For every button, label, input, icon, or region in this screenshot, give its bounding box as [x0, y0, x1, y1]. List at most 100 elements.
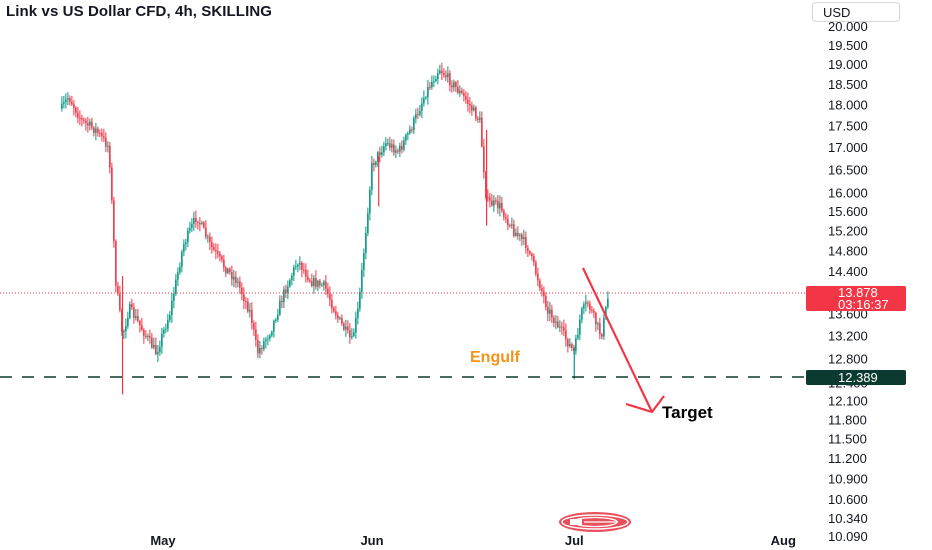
- candle-body: [141, 325, 143, 330]
- candle-body: [527, 248, 529, 252]
- candle-body: [329, 294, 331, 300]
- candle-body: [491, 200, 493, 206]
- candle-body: [377, 152, 379, 162]
- candle-body: [371, 162, 373, 190]
- candle-body: [95, 128, 97, 133]
- candle-body: [475, 107, 477, 119]
- candle-body: [469, 103, 471, 106]
- candle-body: [159, 346, 161, 352]
- candle-body: [323, 281, 325, 286]
- candle-body: [425, 97, 427, 99]
- candle-body: [177, 272, 179, 280]
- candle-body: [607, 299, 609, 308]
- candle-body: [311, 281, 313, 286]
- support-price-tag: 12.389: [806, 370, 906, 385]
- candle-body: [361, 269, 363, 292]
- candle-body: [203, 222, 205, 228]
- candle-body: [501, 202, 503, 211]
- current-price-value: 13.878: [838, 285, 878, 300]
- price-tick-label: 12.100: [828, 394, 868, 409]
- candle-body: [591, 309, 593, 311]
- target-arrow: [582, 267, 665, 414]
- candle-body: [385, 143, 387, 147]
- candle-body: [191, 223, 193, 228]
- candle-body: [383, 146, 385, 153]
- candle-body: [441, 70, 443, 74]
- candle-body: [63, 102, 65, 104]
- candle-body: [519, 234, 521, 236]
- candle-body: [487, 197, 489, 199]
- price-tick-label: 17.000: [828, 140, 868, 155]
- candle-body: [75, 107, 77, 113]
- candle-body: [595, 312, 597, 325]
- price-tick-label: 13.200: [828, 329, 868, 344]
- price-tick-label: 15.600: [828, 204, 868, 219]
- candle-body: [123, 331, 125, 333]
- candle-body: [433, 81, 435, 83]
- engulf-label: Engulf: [470, 349, 520, 366]
- candle-body: [557, 321, 559, 328]
- candle-body: [295, 266, 297, 268]
- candle-body: [505, 217, 507, 219]
- candle-body: [153, 344, 155, 348]
- candle-body: [103, 136, 105, 138]
- candle-body: [423, 98, 425, 104]
- candle-body: [531, 253, 533, 256]
- candle-body: [503, 210, 505, 218]
- candle-body: [201, 222, 203, 224]
- candle-body: [413, 118, 415, 131]
- candle-body: [455, 82, 457, 88]
- candle-body: [319, 280, 321, 286]
- candle-body: [389, 143, 391, 148]
- candle-body: [235, 276, 237, 283]
- candle-body: [65, 99, 67, 103]
- candle-body: [223, 259, 225, 268]
- candle-body: [193, 217, 195, 224]
- price-tick-label: 10.090: [828, 529, 868, 544]
- candle-body: [121, 309, 123, 332]
- candle-body: [333, 308, 335, 312]
- candle-body: [411, 129, 413, 131]
- candle-body: [559, 326, 561, 328]
- candle-body: [321, 285, 323, 287]
- candle-body: [225, 267, 227, 274]
- candle-body: [215, 249, 217, 252]
- candle-body: [89, 121, 91, 126]
- price-tick-label: 12.800: [828, 352, 868, 367]
- candle-body: [325, 281, 327, 289]
- candle-body: [237, 281, 239, 283]
- candle-body: [111, 167, 113, 201]
- candle-body: [231, 272, 233, 280]
- candle-body: [253, 323, 255, 330]
- candle-body: [99, 132, 101, 134]
- candle-body: [117, 285, 119, 294]
- candle-body: [507, 218, 509, 226]
- price-tick-label: 16.000: [828, 185, 868, 200]
- price-axis[interactable]: 20.000 19.500 19.000 18.500 18.000 17.500 17.0…: [828, 19, 868, 544]
- candle-body: [87, 122, 89, 126]
- price-tick-label: 14.400: [828, 264, 868, 279]
- candle-body: [283, 289, 285, 303]
- candle-body: [149, 335, 151, 338]
- candle-body: [85, 120, 87, 123]
- time-tick-label: May: [150, 533, 176, 548]
- currency-button[interactable]: USD: [812, 2, 900, 22]
- candle-body: [417, 114, 419, 116]
- candle-body: [465, 96, 467, 100]
- candle-body: [535, 262, 537, 274]
- skilling-logo-icon: [559, 512, 631, 532]
- time-axis[interactable]: May Jun Jul Aug: [150, 533, 796, 548]
- candle-body: [183, 244, 185, 252]
- candle-body: [437, 73, 439, 80]
- candle-body: [263, 341, 265, 350]
- candle-body: [337, 315, 339, 319]
- candle-body: [315, 278, 317, 287]
- candle-body: [199, 223, 201, 225]
- candle-body: [587, 302, 589, 304]
- price-tick-label: 10.900: [828, 471, 868, 486]
- candle-body: [155, 344, 157, 355]
- price-tick-label: 16.500: [828, 162, 868, 177]
- candle-body: [243, 294, 245, 302]
- candle-body: [259, 348, 261, 354]
